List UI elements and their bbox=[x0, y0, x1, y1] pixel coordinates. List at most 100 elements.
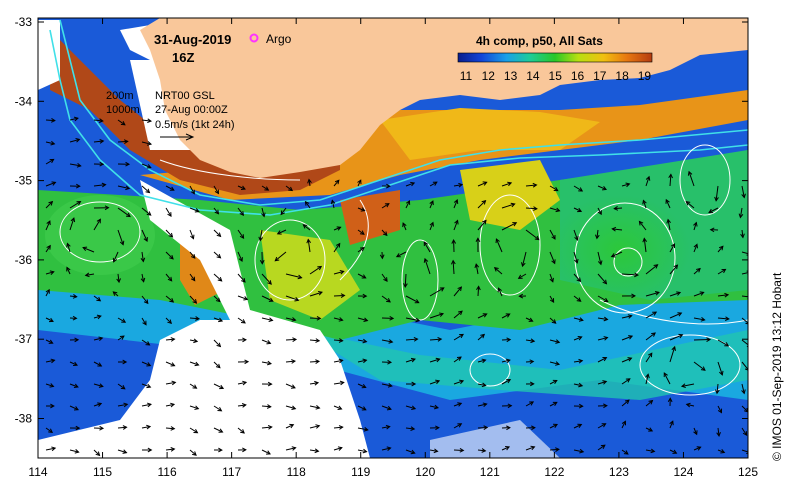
velocity-vector bbox=[621, 335, 633, 341]
velocity-vector bbox=[45, 447, 56, 451]
velocity-vector bbox=[357, 359, 367, 363]
velocity-vector bbox=[285, 338, 297, 341]
velocity-vector bbox=[93, 383, 103, 388]
velocity-arrowhead bbox=[744, 366, 748, 371]
velocity-arrowhead bbox=[96, 296, 102, 302]
velocity-vector bbox=[429, 313, 444, 319]
velocity-arrowhead bbox=[215, 297, 221, 303]
velocity-arrowhead bbox=[410, 181, 416, 187]
velocity-vector bbox=[307, 239, 311, 253]
velocity-vector bbox=[285, 383, 296, 389]
velocity-vector bbox=[141, 163, 151, 169]
velocity-vectors bbox=[45, 116, 748, 457]
velocity-arrowhead bbox=[576, 297, 582, 302]
velocity-arrowhead bbox=[482, 181, 488, 186]
velocity-vector bbox=[669, 174, 672, 187]
velocity-vector bbox=[741, 427, 747, 436]
velocity-arrowhead bbox=[339, 269, 345, 275]
velocity-vector bbox=[261, 361, 272, 365]
velocity-arrowhead bbox=[357, 179, 362, 185]
velocity-arrowhead bbox=[266, 450, 271, 455]
velocity-vector bbox=[597, 273, 607, 285]
velocity-vector bbox=[261, 449, 271, 455]
velocity-vector bbox=[165, 338, 175, 341]
velocity-arrowhead bbox=[290, 384, 296, 389]
velocity-arrowhead bbox=[289, 423, 295, 429]
velocity-vector bbox=[501, 203, 515, 209]
velocity-arrowhead bbox=[387, 383, 393, 388]
velocity-vector bbox=[381, 405, 392, 410]
velocity-vector bbox=[643, 238, 647, 253]
velocity-vector bbox=[189, 317, 199, 320]
velocity-arrowhead bbox=[403, 283, 408, 288]
velocity-arrowhead bbox=[216, 253, 222, 259]
velocity-vector bbox=[453, 310, 463, 319]
velocity-arrowhead bbox=[193, 338, 199, 344]
velocity-arrowhead bbox=[475, 237, 481, 242]
velocity-arrowhead bbox=[530, 338, 536, 344]
velocity-vector bbox=[93, 315, 101, 319]
velocity-arrowhead bbox=[146, 383, 152, 389]
velocity-vector bbox=[309, 449, 319, 452]
x-tick-label: 117 bbox=[222, 465, 241, 479]
velocity-vector bbox=[522, 251, 527, 267]
velocity-arrowhead bbox=[241, 319, 246, 324]
velocity-arrowhead bbox=[574, 258, 579, 264]
velocity-arrowhead bbox=[696, 446, 702, 451]
velocity-arrowhead bbox=[276, 230, 282, 235]
velocity-arrowhead bbox=[123, 139, 129, 144]
velocity-arrowhead bbox=[339, 380, 345, 386]
velocity-arrowhead bbox=[125, 185, 131, 191]
velocity-vector bbox=[645, 400, 653, 407]
velocity-arrowhead bbox=[122, 425, 128, 430]
velocity-vector bbox=[549, 229, 556, 240]
velocity-vector bbox=[69, 217, 75, 231]
velocity-arrowhead bbox=[218, 447, 223, 453]
velocity-vector bbox=[117, 273, 120, 283]
velocity-vector bbox=[117, 207, 131, 217]
velocity-arrowhead bbox=[337, 446, 343, 451]
velocity-vector bbox=[518, 273, 527, 279]
velocity-vector bbox=[667, 219, 671, 231]
velocity-vector bbox=[381, 203, 390, 209]
velocity-vector bbox=[645, 311, 657, 319]
velocity-arrowhead bbox=[555, 447, 560, 452]
velocity-vector bbox=[45, 271, 54, 275]
velocity-arrowhead bbox=[534, 235, 540, 241]
velocity-vector bbox=[141, 229, 148, 242]
velocity-vector bbox=[331, 200, 335, 209]
velocity-arrowhead bbox=[716, 432, 721, 437]
velocity-arrowhead bbox=[603, 403, 608, 409]
velocity-vector bbox=[93, 361, 102, 367]
velocity-vector bbox=[213, 427, 223, 433]
velocity-arrowhead bbox=[125, 212, 131, 218]
x-tick-label: 124 bbox=[673, 465, 693, 479]
coastal-strip-dark bbox=[50, 30, 340, 195]
velocity-vector bbox=[477, 334, 485, 341]
colorbar-gradient bbox=[457, 52, 653, 63]
velocity-vector bbox=[525, 339, 535, 342]
velocity-arrowhead bbox=[423, 257, 429, 263]
velocity-arrowhead bbox=[243, 296, 249, 301]
velocity-arrowhead bbox=[517, 274, 523, 279]
velocity-vector bbox=[237, 185, 246, 190]
velocity-arrowhead bbox=[302, 224, 308, 229]
velocity-vector bbox=[693, 268, 701, 275]
velocity-arrowhead bbox=[146, 424, 152, 430]
velocity-arrowhead bbox=[330, 199, 336, 205]
velocity-vector bbox=[285, 424, 294, 429]
velocity-vector bbox=[189, 449, 197, 456]
velocity-vector bbox=[525, 360, 534, 363]
velocity-arrowhead bbox=[268, 297, 274, 302]
velocity-vector bbox=[717, 339, 729, 347]
velocity-vector bbox=[494, 267, 503, 275]
velocity-arrowhead bbox=[481, 382, 487, 388]
velocity-arrowhead bbox=[676, 291, 682, 296]
velocity-arrowhead bbox=[97, 402, 103, 407]
velocity-vector bbox=[452, 260, 455, 275]
velocity-arrowhead bbox=[145, 188, 151, 194]
velocity-arrowhead bbox=[665, 198, 670, 204]
velocity-arrowhead bbox=[96, 218, 101, 224]
velocity-vector bbox=[525, 401, 534, 407]
